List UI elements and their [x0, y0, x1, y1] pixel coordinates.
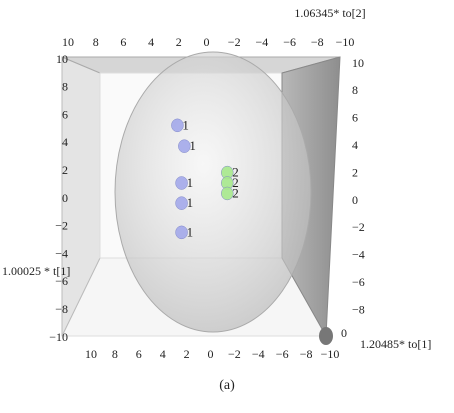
- z-axis-label: 1.20485* to[1]: [360, 337, 431, 351]
- x-tick-label: 2: [184, 347, 190, 361]
- x-tick-label: −10: [321, 347, 340, 361]
- y2-tick-label: −8: [352, 302, 365, 316]
- point-label: 2: [232, 175, 239, 190]
- x-tick-label: 10: [85, 347, 97, 361]
- x-tick-label: 0: [204, 35, 210, 49]
- x-tick-label: 6: [136, 347, 142, 361]
- y-tick-label: −10: [49, 330, 68, 344]
- x-tick-label: −4: [256, 35, 269, 49]
- corner: [319, 327, 333, 345]
- y2-tick-label: −2: [352, 220, 365, 234]
- point: [175, 225, 188, 240]
- x-axis-label: 1.06345* to[2]: [294, 6, 365, 20]
- x-tick-label: −2: [228, 347, 241, 361]
- point-label: 2: [232, 165, 239, 180]
- x-tick-label: −4: [252, 347, 265, 361]
- y2-tick-label: 4: [352, 138, 358, 152]
- point-label: 1: [187, 175, 194, 190]
- y2-tick-label: 6: [352, 111, 358, 125]
- y2-tick-label: −4: [352, 248, 365, 262]
- confidence-ellipse: [114, 51, 312, 333]
- y-tick-label: 8: [62, 80, 68, 94]
- point: [175, 196, 188, 210]
- x-tick-label: 8: [93, 35, 99, 49]
- y-tick-label: 2: [62, 163, 68, 177]
- y-tick-label: −2: [55, 219, 68, 233]
- x-tick-label: 2: [176, 35, 182, 49]
- y-axis-label: 1.00025 * t[1]: [2, 264, 70, 278]
- x-tick-label: −2: [228, 35, 241, 49]
- x-tick-label: −6: [276, 347, 289, 361]
- point-label: 1: [182, 117, 189, 132]
- caption: (a): [219, 378, 235, 393]
- x-tick-label: 4: [148, 35, 154, 49]
- y2-tick-label: 8: [352, 83, 358, 97]
- point-label: 1: [189, 138, 196, 153]
- x-tick-label: −8: [300, 347, 313, 361]
- point: [175, 176, 188, 190]
- x-tick-label: −6: [283, 35, 296, 49]
- x-tick-label: −8: [311, 35, 324, 49]
- y-tick-label: 6: [62, 107, 68, 121]
- y-tick-label: −8: [55, 302, 68, 316]
- y-tick-label: −6: [55, 274, 68, 288]
- x-tick-label: 0: [208, 347, 214, 361]
- point-label: 1: [187, 195, 194, 210]
- y-tick-label: −4: [55, 246, 68, 260]
- point-label: 2: [232, 185, 239, 200]
- y2-tick-label: −6: [352, 275, 365, 289]
- point-label: 1: [187, 224, 194, 239]
- x-tick-label: 10: [62, 35, 74, 49]
- x-tick-label: 6: [120, 35, 126, 49]
- point: [178, 139, 191, 153]
- y2-tick-label: 10: [352, 56, 364, 70]
- y-tick-label: 10: [56, 52, 68, 66]
- z-tick-label: 0: [341, 326, 347, 340]
- y2-tick-label: 0: [352, 193, 358, 207]
- y-tick-label: 4: [62, 135, 68, 149]
- y-tick-label: 0: [62, 191, 68, 205]
- y2-tick-label: 2: [352, 165, 358, 179]
- x-tick-label: −10: [336, 35, 355, 49]
- point: [221, 186, 234, 201]
- point: [171, 118, 184, 133]
- x-tick-label: 8: [112, 347, 118, 361]
- x-tick-label: 4: [160, 347, 166, 361]
